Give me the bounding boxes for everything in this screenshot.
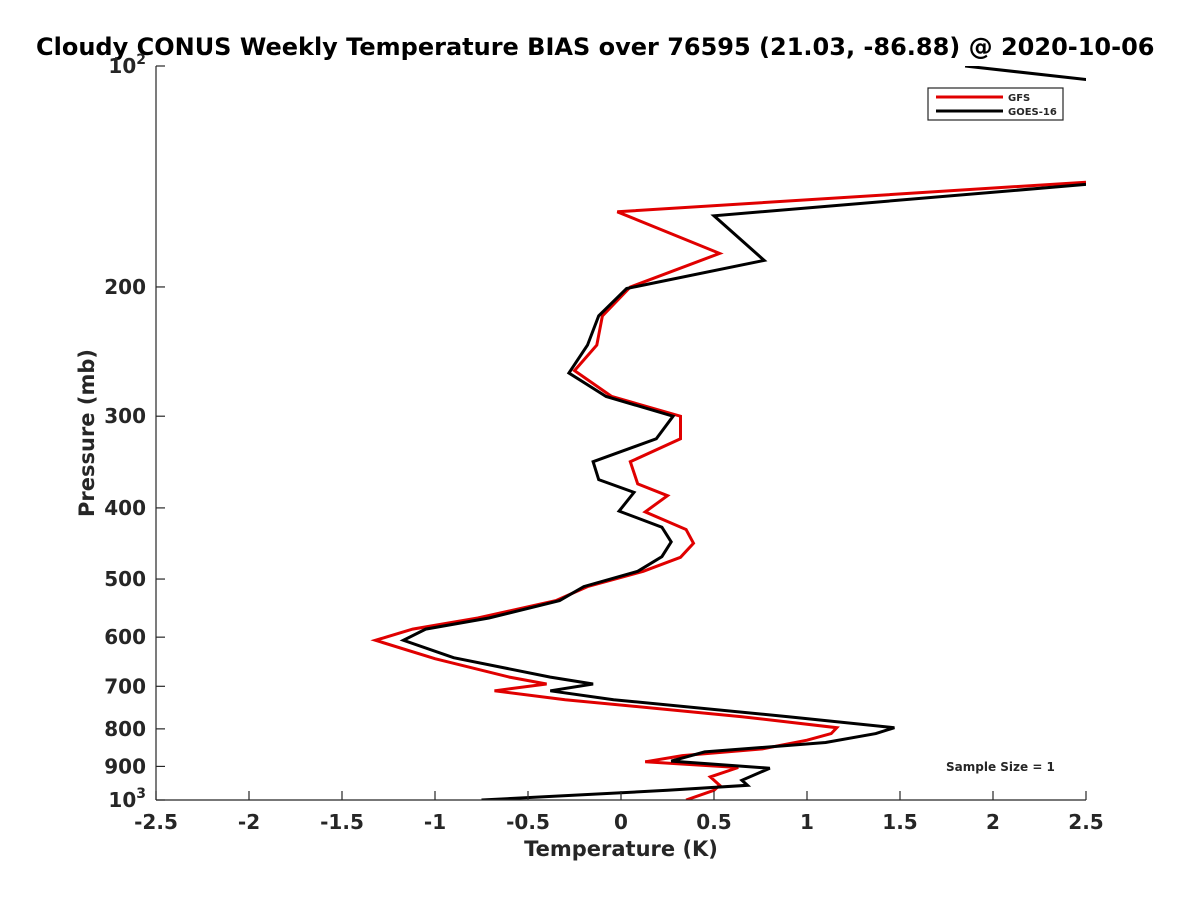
x-tick-label: 1.5 xyxy=(882,810,917,834)
x-tick-label: -2.5 xyxy=(134,810,178,834)
series-line-goes16 xyxy=(964,66,1086,82)
series-line-gfs xyxy=(1105,60,1200,73)
x-tick-label: 0.5 xyxy=(696,810,731,834)
x-tick-label: -0.5 xyxy=(506,810,550,834)
series-line-goes16 xyxy=(399,182,1086,800)
axes-layer xyxy=(155,66,1086,801)
y-tick-label: 400 xyxy=(104,496,146,520)
x-tick-label: -2 xyxy=(238,810,260,834)
legend: GFS GOES-16 xyxy=(927,87,1064,121)
sample-size-annotation: Sample Size = 1 xyxy=(946,760,1055,774)
x-tick-label: -1.5 xyxy=(320,810,364,834)
x-tick-label: 2.5 xyxy=(1068,810,1103,834)
y-tick-label: 102 xyxy=(108,52,146,78)
y-tick-label: 900 xyxy=(104,754,146,778)
y-tick-label: 500 xyxy=(104,567,146,591)
y-tick-label: 800 xyxy=(104,717,146,741)
y-tick-label: 103 xyxy=(108,786,146,812)
series-line-gfs xyxy=(370,180,1086,800)
x-tick-label: 1 xyxy=(800,810,814,834)
x-axis-label: Temperature (K) xyxy=(524,837,718,861)
legend-label-goes16: GOES-16 xyxy=(1008,107,1057,118)
y-tick-label-exp: 2 xyxy=(136,52,146,68)
x-tick-label: -1 xyxy=(424,810,446,834)
legend-label-gfs: GFS xyxy=(1008,93,1030,104)
y-axis-label: Pressure (mb) xyxy=(75,349,99,517)
ticks-layer: -2.5 -2 -1.5 -1 -0.5 0 0.5 1 1.5 2 2.5102200300400… xyxy=(104,52,1103,834)
series-layer xyxy=(370,60,1200,800)
y-tick-label: 600 xyxy=(104,625,146,649)
y-tick-label: 300 xyxy=(104,404,146,428)
y-tick-label-exp: 3 xyxy=(136,786,146,802)
x-tick-label: 0 xyxy=(614,810,628,834)
y-tick-label: 700 xyxy=(104,674,146,698)
x-tick-label: 2 xyxy=(986,810,1000,834)
y-tick-label: 200 xyxy=(104,275,146,299)
legend-box xyxy=(927,87,1064,121)
y-tick-label-base: 10 xyxy=(108,788,136,812)
y-tick-label-base: 10 xyxy=(108,54,136,78)
chart-title: Cloudy CONUS Weekly Temperature BIAS ove… xyxy=(36,33,1154,61)
